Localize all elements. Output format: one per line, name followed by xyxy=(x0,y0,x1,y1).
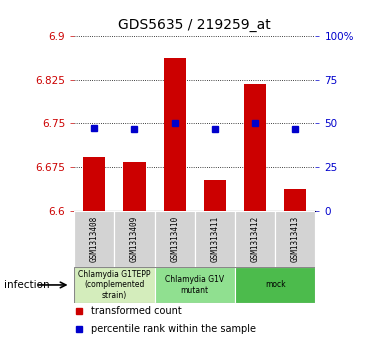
Bar xyxy=(83,157,105,211)
Bar xyxy=(155,211,195,267)
Bar xyxy=(284,189,306,211)
Bar xyxy=(114,211,155,267)
Bar xyxy=(235,211,275,267)
Text: GSM1313413: GSM1313413 xyxy=(291,216,300,262)
Title: GDS5635 / 219259_at: GDS5635 / 219259_at xyxy=(118,19,271,33)
Bar xyxy=(164,58,186,211)
Text: GSM1313410: GSM1313410 xyxy=(170,216,179,262)
Bar xyxy=(204,180,226,211)
Text: Chlamydia G1TEPP
(complemented
strain): Chlamydia G1TEPP (complemented strain) xyxy=(78,270,151,300)
Bar xyxy=(74,211,114,267)
Text: GSM1313409: GSM1313409 xyxy=(130,216,139,262)
Text: GSM1313408: GSM1313408 xyxy=(90,216,99,262)
Text: GSM1313412: GSM1313412 xyxy=(250,216,260,262)
Text: infection: infection xyxy=(4,280,49,290)
Bar xyxy=(195,211,235,267)
Text: mock: mock xyxy=(265,281,285,289)
Bar xyxy=(74,267,155,303)
Text: GSM1313411: GSM1313411 xyxy=(210,216,219,262)
Bar xyxy=(155,267,235,303)
Text: transformed count: transformed count xyxy=(91,306,182,316)
Bar xyxy=(275,211,315,267)
Text: percentile rank within the sample: percentile rank within the sample xyxy=(91,324,256,334)
Bar xyxy=(124,162,145,211)
Text: Chlamydia G1V
mutant: Chlamydia G1V mutant xyxy=(165,275,224,295)
Bar xyxy=(244,84,266,211)
Bar xyxy=(235,267,315,303)
